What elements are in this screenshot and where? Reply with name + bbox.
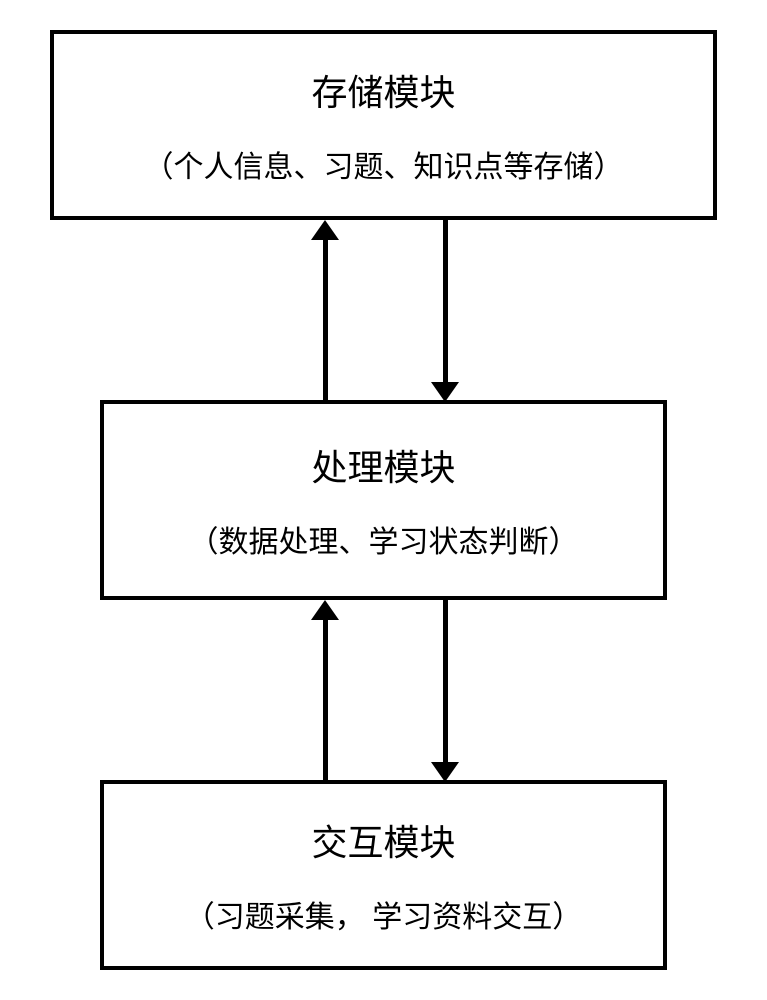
node-processing-title: 处理模块 (311, 439, 455, 491)
edge-interaction-to-processing (323, 618, 328, 784)
arrowhead-down-icon (431, 382, 459, 402)
arrowhead-down-icon (431, 762, 459, 782)
diagram-canvas: 存储模块 （个人信息、习题、知识点等存储） 处理模块 （数据处理、学习状态判断）… (0, 0, 767, 1000)
node-storage: 存储模块 （个人信息、习题、知识点等存储） (50, 30, 717, 220)
edge-processing-to-interaction (443, 600, 448, 766)
edge-processing-to-storage (323, 238, 328, 404)
node-interaction-title: 交互模块 (311, 814, 455, 866)
node-processing: 处理模块 （数据处理、学习状态判断） (100, 400, 667, 600)
node-storage-subtitle: （个人信息、习题、知识点等存储） (144, 142, 624, 186)
node-processing-subtitle: （数据处理、学习状态判断） (189, 517, 579, 561)
node-interaction-subtitle: （习题采集， 学习资料交互） (185, 892, 583, 936)
node-storage-title: 存储模块 (311, 64, 455, 116)
arrowhead-up-icon (311, 600, 339, 620)
node-interaction: 交互模块 （习题采集， 学习资料交互） (100, 780, 667, 970)
edge-storage-to-processing (443, 220, 448, 386)
arrowhead-up-icon (311, 220, 339, 240)
